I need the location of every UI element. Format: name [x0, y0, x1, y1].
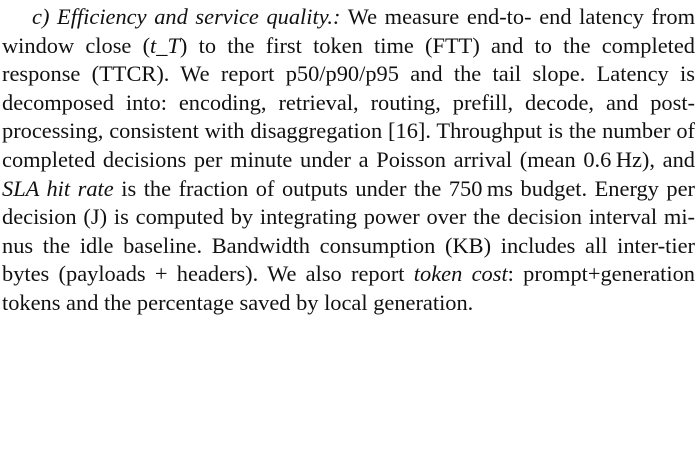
subsection-heading: c) Efficiency and service quality.: [32, 4, 341, 29]
text-run: all inter-tier bytes (payloads + headers… [2, 232, 695, 287]
emphasized-term: token [413, 261, 463, 287]
text-run: processing, consistent with disaggregati… [2, 118, 543, 144]
emphasized-term: SLA hit rate [2, 175, 114, 201]
text-run: is the fraction [113, 175, 249, 201]
math-variable: t_T [150, 32, 180, 58]
text-run: local generation. [324, 289, 474, 315]
text-run: is the number of completed decisions per… [2, 118, 695, 172]
text-run: report p50/p90/p95 and the tail slope. L… [2, 61, 695, 115]
text-run: time (FTT) and to the completed response… [2, 32, 695, 87]
text-run: end latency from window close ( [2, 4, 695, 58]
text-run: computed by integrating power over the d… [135, 204, 695, 230]
text-run: ) to the first token [179, 32, 363, 58]
text-run: We measure end-to- [340, 4, 532, 29]
text-run: nus the idle baseline. Bandwidth consump… [2, 232, 576, 258]
efficiency-paragraph: c) Efficiency and service quality.: We m… [2, 3, 695, 318]
text-run: Poisson arrival (mean 0.6 Hz), and [376, 146, 695, 172]
emphasized-term: cost [471, 261, 508, 287]
text-run: of outputs under the 750 ms budget. Ener… [2, 175, 696, 230]
text-run: into: encoding, retrieval, routing, pref… [125, 89, 695, 115]
text-run: : prompt+generation tokens and the perce… [2, 261, 695, 315]
